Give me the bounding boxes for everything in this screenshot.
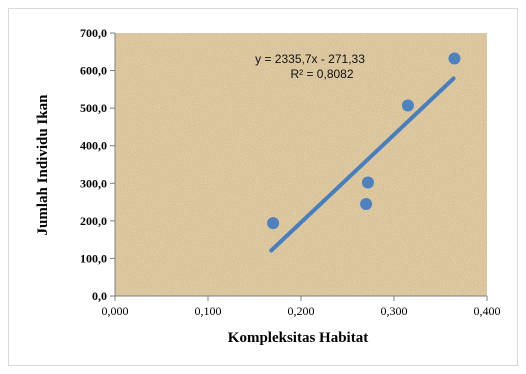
- x-tick-label: 0,200: [288, 304, 315, 318]
- trendline-equation: y = 2335,7x - 271,33: [255, 52, 365, 66]
- plot-area: [115, 33, 487, 296]
- data-point: [360, 197, 373, 210]
- x-tick-label: 0,000: [102, 304, 129, 318]
- x-tick-label: 0,400: [474, 304, 501, 318]
- y-axis: 0,0 100,0 200,0 300,0 400,0 500,0 600,0 700,0: [80, 26, 116, 303]
- y-tick-label: 100,0: [80, 251, 107, 265]
- data-point: [401, 99, 414, 112]
- y-tick-label: 0,0: [92, 289, 107, 303]
- trendline: [269, 76, 456, 253]
- x-axis: 0,000 0,100 0,200 0,300 0,400: [102, 295, 501, 318]
- data-point: [267, 217, 280, 230]
- y-axis-title: Jumlah Individu Ikan: [35, 94, 51, 236]
- data-points: [267, 52, 461, 230]
- y-tick-label: 300,0: [80, 176, 107, 190]
- y-tick-label: 400,0: [80, 139, 107, 153]
- x-tick-label: 0,100: [195, 304, 222, 318]
- x-axis-title: Kompleksitas Habitat: [228, 330, 368, 346]
- data-point: [448, 52, 461, 65]
- trendline-group: [269, 76, 456, 253]
- y-tick-label: 500,0: [80, 101, 107, 115]
- x-tick-label: 0,300: [381, 304, 408, 318]
- y-tick-label: 600,0: [80, 64, 107, 78]
- y-tick-label: 700,0: [80, 26, 107, 40]
- data-point: [361, 176, 374, 189]
- y-tick-label: 200,0: [80, 214, 107, 228]
- trendline-r-squared: R² = 0,8082: [290, 67, 353, 81]
